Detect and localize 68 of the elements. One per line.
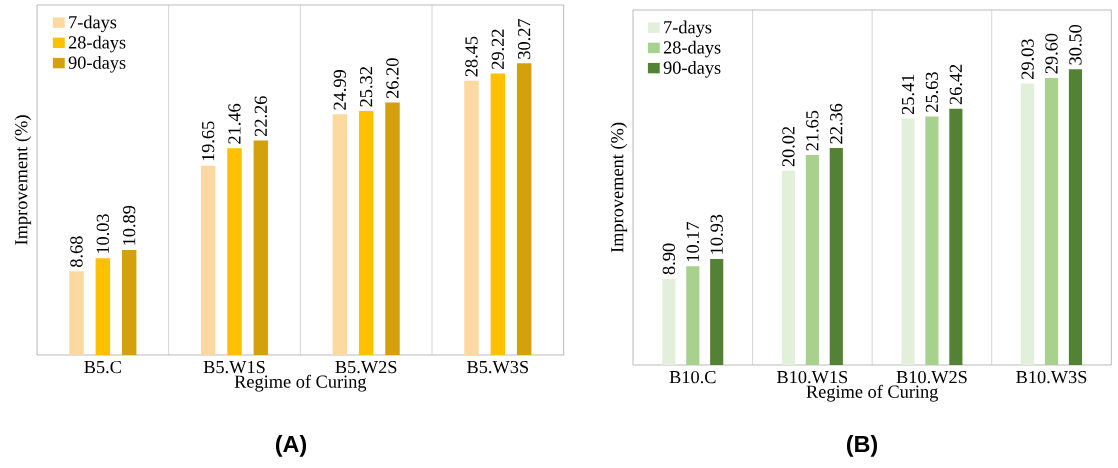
data-label: 22.26	[254, 96, 268, 137]
bar	[227, 148, 242, 355]
data-label: 10.03	[96, 214, 110, 254]
bar	[710, 258, 724, 365]
data-label: 10.93	[710, 214, 723, 254]
bar	[1021, 83, 1035, 365]
bar	[949, 108, 963, 365]
legend-label: 28-days	[663, 40, 721, 58]
bar	[925, 116, 939, 365]
legend-label: 7-days	[69, 15, 117, 33]
data-label: 30.50	[1069, 24, 1082, 65]
x-tick-label: B10.W3S	[1016, 370, 1087, 384]
bar	[1044, 77, 1059, 365]
data-label: 25.63	[925, 72, 939, 112]
data-label: 30.27	[517, 18, 531, 59]
bar	[69, 271, 84, 355]
data-label: 26.42	[949, 64, 963, 105]
bar	[464, 80, 479, 355]
bar	[516, 63, 532, 355]
bar	[829, 148, 843, 365]
x-tick-label: B5.C	[84, 360, 121, 374]
legend-label: 28-days	[68, 35, 126, 53]
bar	[1068, 69, 1083, 365]
legend-label: 90-days	[663, 61, 721, 78]
x-tick-label: B10.W2S	[896, 370, 967, 384]
data-label: 21.65	[806, 110, 819, 151]
data-label: 26.20	[386, 58, 399, 99]
bar	[805, 154, 819, 365]
data-label: 29.60	[1045, 33, 1058, 74]
y-axis-title: Improvement (%)	[14, 115, 32, 245]
bar	[358, 111, 374, 355]
data-label: 22.36	[830, 103, 843, 144]
legend-label: 90-days	[68, 55, 126, 73]
bar	[95, 258, 111, 355]
x-tick-label: B5.W2S	[335, 360, 397, 374]
bar	[121, 250, 137, 355]
bar	[490, 73, 506, 355]
data-label: 19.65	[201, 121, 215, 161]
x-axis-title: Regime of Curing	[234, 374, 367, 392]
x-tick-label: B5.W1S	[203, 360, 265, 374]
bar	[253, 140, 269, 355]
data-label: 25.41	[901, 74, 915, 115]
legend-label: 7-days	[664, 20, 712, 38]
bar	[385, 102, 400, 355]
bar	[781, 170, 796, 365]
data-label: 20.02	[782, 126, 795, 167]
bar	[332, 114, 348, 355]
data-label: 25.32	[359, 67, 373, 107]
bar	[200, 165, 216, 355]
data-label: 10.17	[686, 221, 700, 262]
bar	[686, 266, 700, 365]
x-tick-label: B5.W3S	[467, 360, 528, 374]
data-label: 24.99	[333, 70, 347, 110]
bar	[901, 118, 915, 365]
x-tick-label: B10.C	[669, 370, 716, 384]
y-axis-title: Improvement (%)	[610, 122, 628, 253]
data-label: 8.90	[662, 243, 676, 275]
data-label: 10.89	[122, 205, 136, 245]
data-label: 8.68	[70, 236, 83, 267]
data-label: 29.22	[491, 29, 505, 69]
data-label: 29.03	[1021, 39, 1034, 79]
bar	[662, 278, 676, 365]
text: (A)	[275, 435, 307, 457]
x-axis-title: Regime of Curing	[806, 384, 939, 402]
x-tick-label: B10.W1S	[776, 370, 848, 384]
text: (B)	[846, 435, 878, 457]
data-label: 28.45	[465, 36, 478, 77]
data-label: 21.46	[228, 103, 241, 144]
